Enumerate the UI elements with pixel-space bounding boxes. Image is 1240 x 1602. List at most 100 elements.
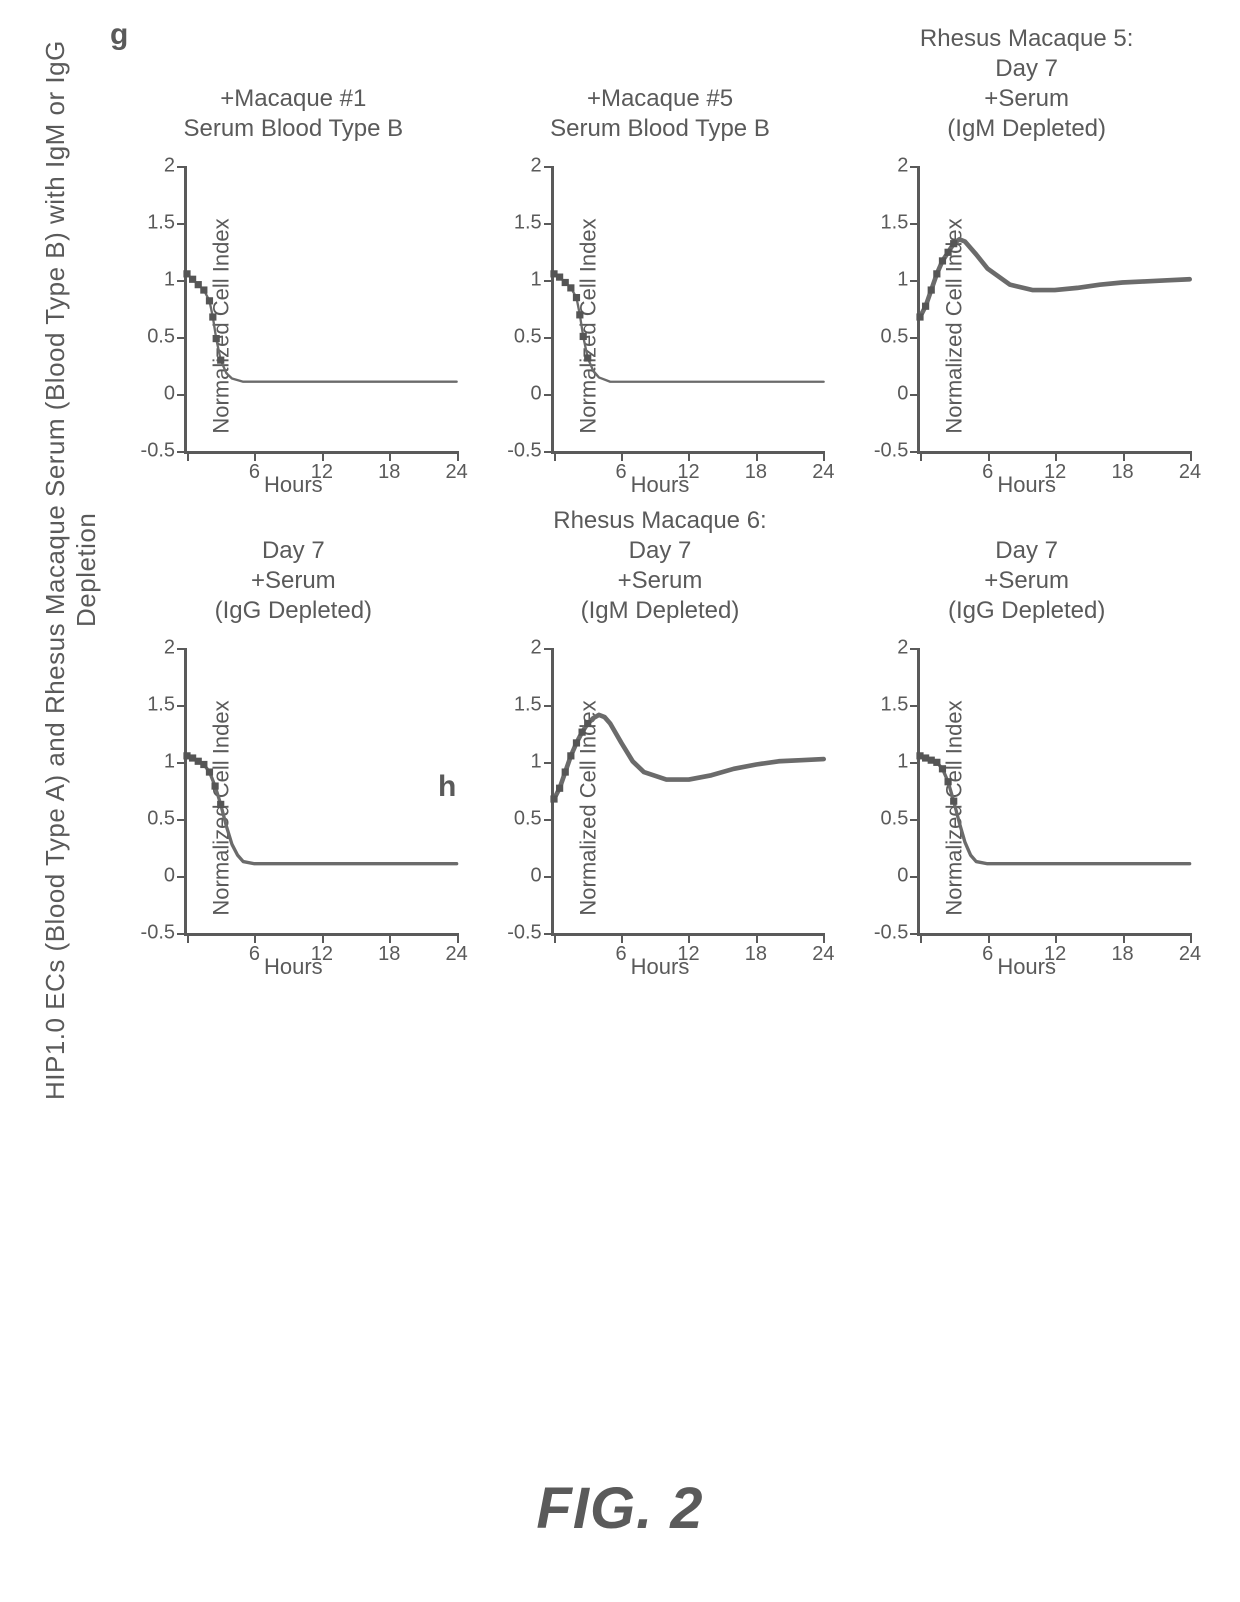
chart-g4: Normalized Cell IndexHours-0.500.511.526… [120,638,467,978]
data-trace [554,166,824,436]
chart-title-line: (IgG Depleted) [122,596,465,626]
x-tick-label: 24 [1179,943,1201,966]
chart-title-line: Serum Blood Type B [489,114,832,144]
y-tick-label: 2 [164,155,175,178]
chart-title-line: (IgM Depleted) [489,596,832,626]
y-tick-label: 1.5 [514,212,542,235]
y-tick-label: 0 [897,383,908,406]
x-tick-label: 6 [616,943,627,966]
plot-area: -0.500.511.526121824 [551,166,824,454]
chart-title-line: +Macaque #1 [122,84,465,114]
chart-title-line: Day 7 [855,54,1198,84]
chart-title-line: (IgM Depleted) [855,114,1198,144]
chart-title-g2: +Macaque #5Serum Blood Type B [487,20,834,150]
y-tick-label: -0.5 [507,922,541,945]
y-tick-label: 1.5 [147,212,175,235]
chart-title-h2: Day 7+Serum(IgG Depleted) [853,502,1200,632]
x-tick-label: 24 [1179,461,1201,484]
data-trace [554,648,824,918]
x-tick-label: 18 [1111,461,1133,484]
y-tick-label: 0 [164,865,175,888]
y-tick-label: -0.5 [141,922,175,945]
x-tick-label: 24 [446,461,468,484]
x-tick-label: 12 [311,943,333,966]
chart-g2: Normalized Cell IndexHours-0.500.511.526… [487,156,834,496]
y-tick-label: 0.5 [881,326,909,349]
plot-area: -0.500.511.526121824 [184,648,457,936]
chart-title-line: +Serum [855,84,1198,114]
x-tick-label: 18 [378,461,400,484]
x-tick-label: 6 [249,943,260,966]
x-tick-label: 12 [677,943,699,966]
x-tick-label: 12 [311,461,333,484]
y-tick-label: 1 [897,751,908,774]
chart-title-line: Day 7 [855,536,1198,566]
x-tick-label: 24 [812,461,834,484]
y-tick-label: 1 [531,269,542,292]
data-trace [187,648,457,918]
figure-label: FIG. 2 [536,1475,703,1542]
y-tick-label: 0.5 [147,326,175,349]
chart-title-line: +Macaque #5 [489,84,832,114]
chart-title-line: Day 7 [489,536,832,566]
chart-grid: +Macaque #1Serum Blood Type B +Macaque #… [120,20,1200,984]
y-tick-label: 0.5 [514,808,542,831]
y-tick-label: 0 [164,383,175,406]
y-tick-label: 0.5 [147,808,175,831]
chart-title-line: (IgG Depleted) [855,596,1198,626]
chart-h1: Normalized Cell IndexHours-0.500.511.526… [487,638,834,978]
y-tick-label: 0 [531,865,542,888]
chart-title-g3: Rhesus Macaque 5:Day 7+Serum(IgM Deplete… [853,20,1200,150]
data-trace [920,166,1190,436]
y-tick-label: 2 [531,637,542,660]
x-tick-label: 12 [677,461,699,484]
y-tick-label: 1.5 [147,694,175,717]
y-tick-label: 1 [164,269,175,292]
y-tick-label: 2 [897,637,908,660]
y-tick-label: -0.5 [141,440,175,463]
y-tick-label: -0.5 [874,922,908,945]
x-tick-label: 24 [446,943,468,966]
plot-area: -0.500.511.526121824 [917,648,1190,936]
y-tick-label: 2 [531,155,542,178]
x-tick-label: 18 [378,943,400,966]
plot-area: -0.500.511.526121824 [184,166,457,454]
x-tick-label: 6 [982,943,993,966]
chart-title-h1: Rhesus Macaque 6:Day 7+Serum(IgM Deplete… [487,502,834,632]
x-tick-label: 18 [745,943,767,966]
data-trace [187,166,457,436]
y-tick-label: 0.5 [514,326,542,349]
chart-title-g1: +Macaque #1Serum Blood Type B [120,20,467,150]
y-tick-label: 1.5 [514,694,542,717]
x-tick-label: 18 [1111,943,1133,966]
x-tick-label: 18 [745,461,767,484]
x-tick-label: 6 [982,461,993,484]
y-tick-label: 1 [531,751,542,774]
y-tick-label: -0.5 [874,440,908,463]
section-title: Rhesus Macaque 5: [855,24,1198,54]
y-tick-label: 2 [164,637,175,660]
x-tick-label: 12 [1044,461,1066,484]
chart-title-line: Day 7 [122,536,465,566]
chart-title-line: +Serum [122,566,465,596]
chart-title-line: +Serum [489,566,832,596]
y-tick-label: 1.5 [881,212,909,235]
plot-area: -0.500.511.526121824 [551,648,824,936]
y-tick-label: 1 [897,269,908,292]
chart-g3: Normalized Cell IndexHours-0.500.511.526… [853,156,1200,496]
chart-g1: Normalized Cell IndexHours-0.500.511.526… [120,156,467,496]
plot-area: -0.500.511.526121824 [917,166,1190,454]
y-tick-label: 0.5 [881,808,909,831]
chart-title-line: Serum Blood Type B [122,114,465,144]
x-tick-label: 6 [249,461,260,484]
y-tick-label: 0 [897,865,908,888]
chart-title-line: +Serum [855,566,1198,596]
y-tick-label: 1 [164,751,175,774]
x-tick-label: 6 [616,461,627,484]
y-tick-label: 0 [531,383,542,406]
y-tick-label: 1.5 [881,694,909,717]
chart-h2: Normalized Cell IndexHours-0.500.511.526… [853,638,1200,978]
section-title: Rhesus Macaque 6: [489,506,832,536]
x-tick-label: 24 [812,943,834,966]
page-title: HIP1.0 ECs (Blood Type A) and Rhesus Mac… [40,20,70,1120]
